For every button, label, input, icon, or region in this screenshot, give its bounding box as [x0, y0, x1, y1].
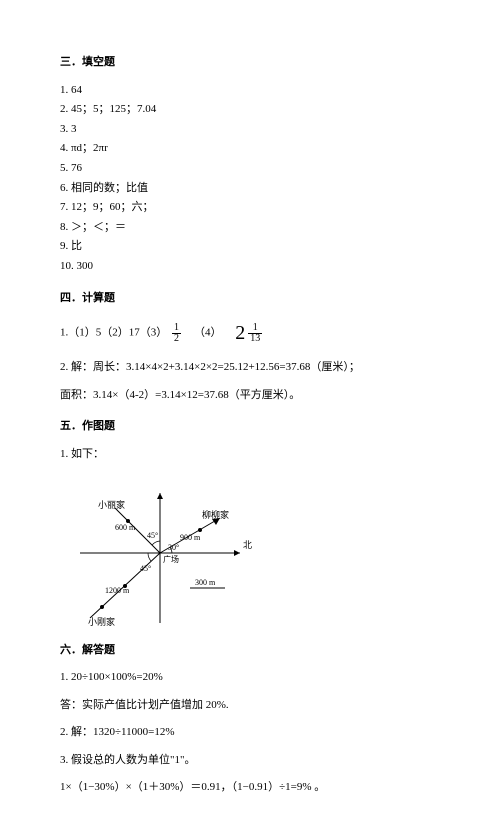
frac-num: 1 [172, 323, 181, 334]
d300-label: 300 m [195, 578, 216, 587]
fill-item: 7. 12；9；60；六； [60, 199, 440, 217]
xiaoli-label: 小丽家 [98, 499, 125, 510]
fraction: 1 13 [248, 323, 262, 344]
fill-item: 1. 64 [60, 82, 440, 100]
ans-line: 2. 解：1320÷11000=12% [60, 724, 440, 742]
d1200-label: 1200 m [105, 586, 130, 595]
calc-q2b: 面积：3.14×（4-2）=3.14×12=37.68（平方厘米）。 [60, 387, 440, 405]
section5-title: 五．作图题 [60, 418, 440, 436]
section4-title: 四．计算题 [60, 290, 440, 308]
a45-top-label: 45° [147, 531, 158, 540]
xiaogang-label: 小刚家 [88, 616, 115, 627]
a45-label: 45° [140, 564, 151, 573]
fill-item: 5. 76 [60, 160, 440, 178]
frac-den: 2 [172, 334, 181, 344]
calc-q2a: 2. 解：周长：3.14×4×2+3.14×2×2=25.12+12.56=37… [60, 359, 440, 377]
page: 三．填空题 1. 64 2. 45；5；125；7.04 3. 3 4. πd；… [0, 0, 500, 837]
ans-line: 1. 20÷100×100%=20% [60, 669, 440, 687]
calc-q1-prefix: 1.（1）5（2）17（3） [60, 327, 167, 339]
fill-item: 4. πd；2πr [60, 140, 440, 158]
section3-list: 1. 64 2. 45；5；125；7.04 3. 3 4. πd；2πr 5.… [60, 82, 440, 276]
drawing-q1: 1. 如下： [60, 446, 440, 464]
ans-line: 3. 假设总的人数为单位"1"。 [60, 752, 440, 770]
center-label: 广场 [163, 554, 179, 564]
d600-label: 600 m [115, 523, 136, 532]
a30-label: 30° [168, 543, 179, 552]
direction-diagram: 北 柳柳家 900 m 30° 小丽家 600 m 45° 小刚家 1200 m… [60, 478, 260, 628]
fill-item: 10. 300 [60, 258, 440, 276]
fill-item: 2. 45；5；125；7.04 [60, 101, 440, 119]
fill-item: 3. 3 [60, 121, 440, 139]
north-label: 北 [243, 540, 252, 550]
ans-line: 答：实际产值比计划产值增加 20%. [60, 697, 440, 715]
fill-item: 8. ＞；＜；＝ [60, 219, 440, 237]
calc-q1: 1.（1）5（2）17（3） 1 2 （4） 2 1 13 [60, 317, 440, 349]
ans-line: 1×（1−30%）×（1＋30%）＝0.91，（1−0.91）÷1=9% 。 [60, 779, 440, 797]
liuliu-label: 柳柳家 [202, 509, 229, 520]
fill-item: 6. 相同的数；比值 [60, 180, 440, 198]
section6-title: 六．解答题 [60, 642, 440, 660]
fraction: 1 2 [172, 323, 181, 344]
section3-title: 三．填空题 [60, 54, 440, 72]
d900-label: 900 m [180, 533, 201, 542]
mixed-number: 2 1 13 [235, 317, 264, 349]
frac-num: 1 [248, 323, 262, 334]
fill-item: 9. 比 [60, 238, 440, 256]
frac-den: 13 [248, 334, 262, 344]
calc-q1-mid: （4） [194, 327, 222, 339]
mixed-whole: 2 [235, 317, 245, 349]
